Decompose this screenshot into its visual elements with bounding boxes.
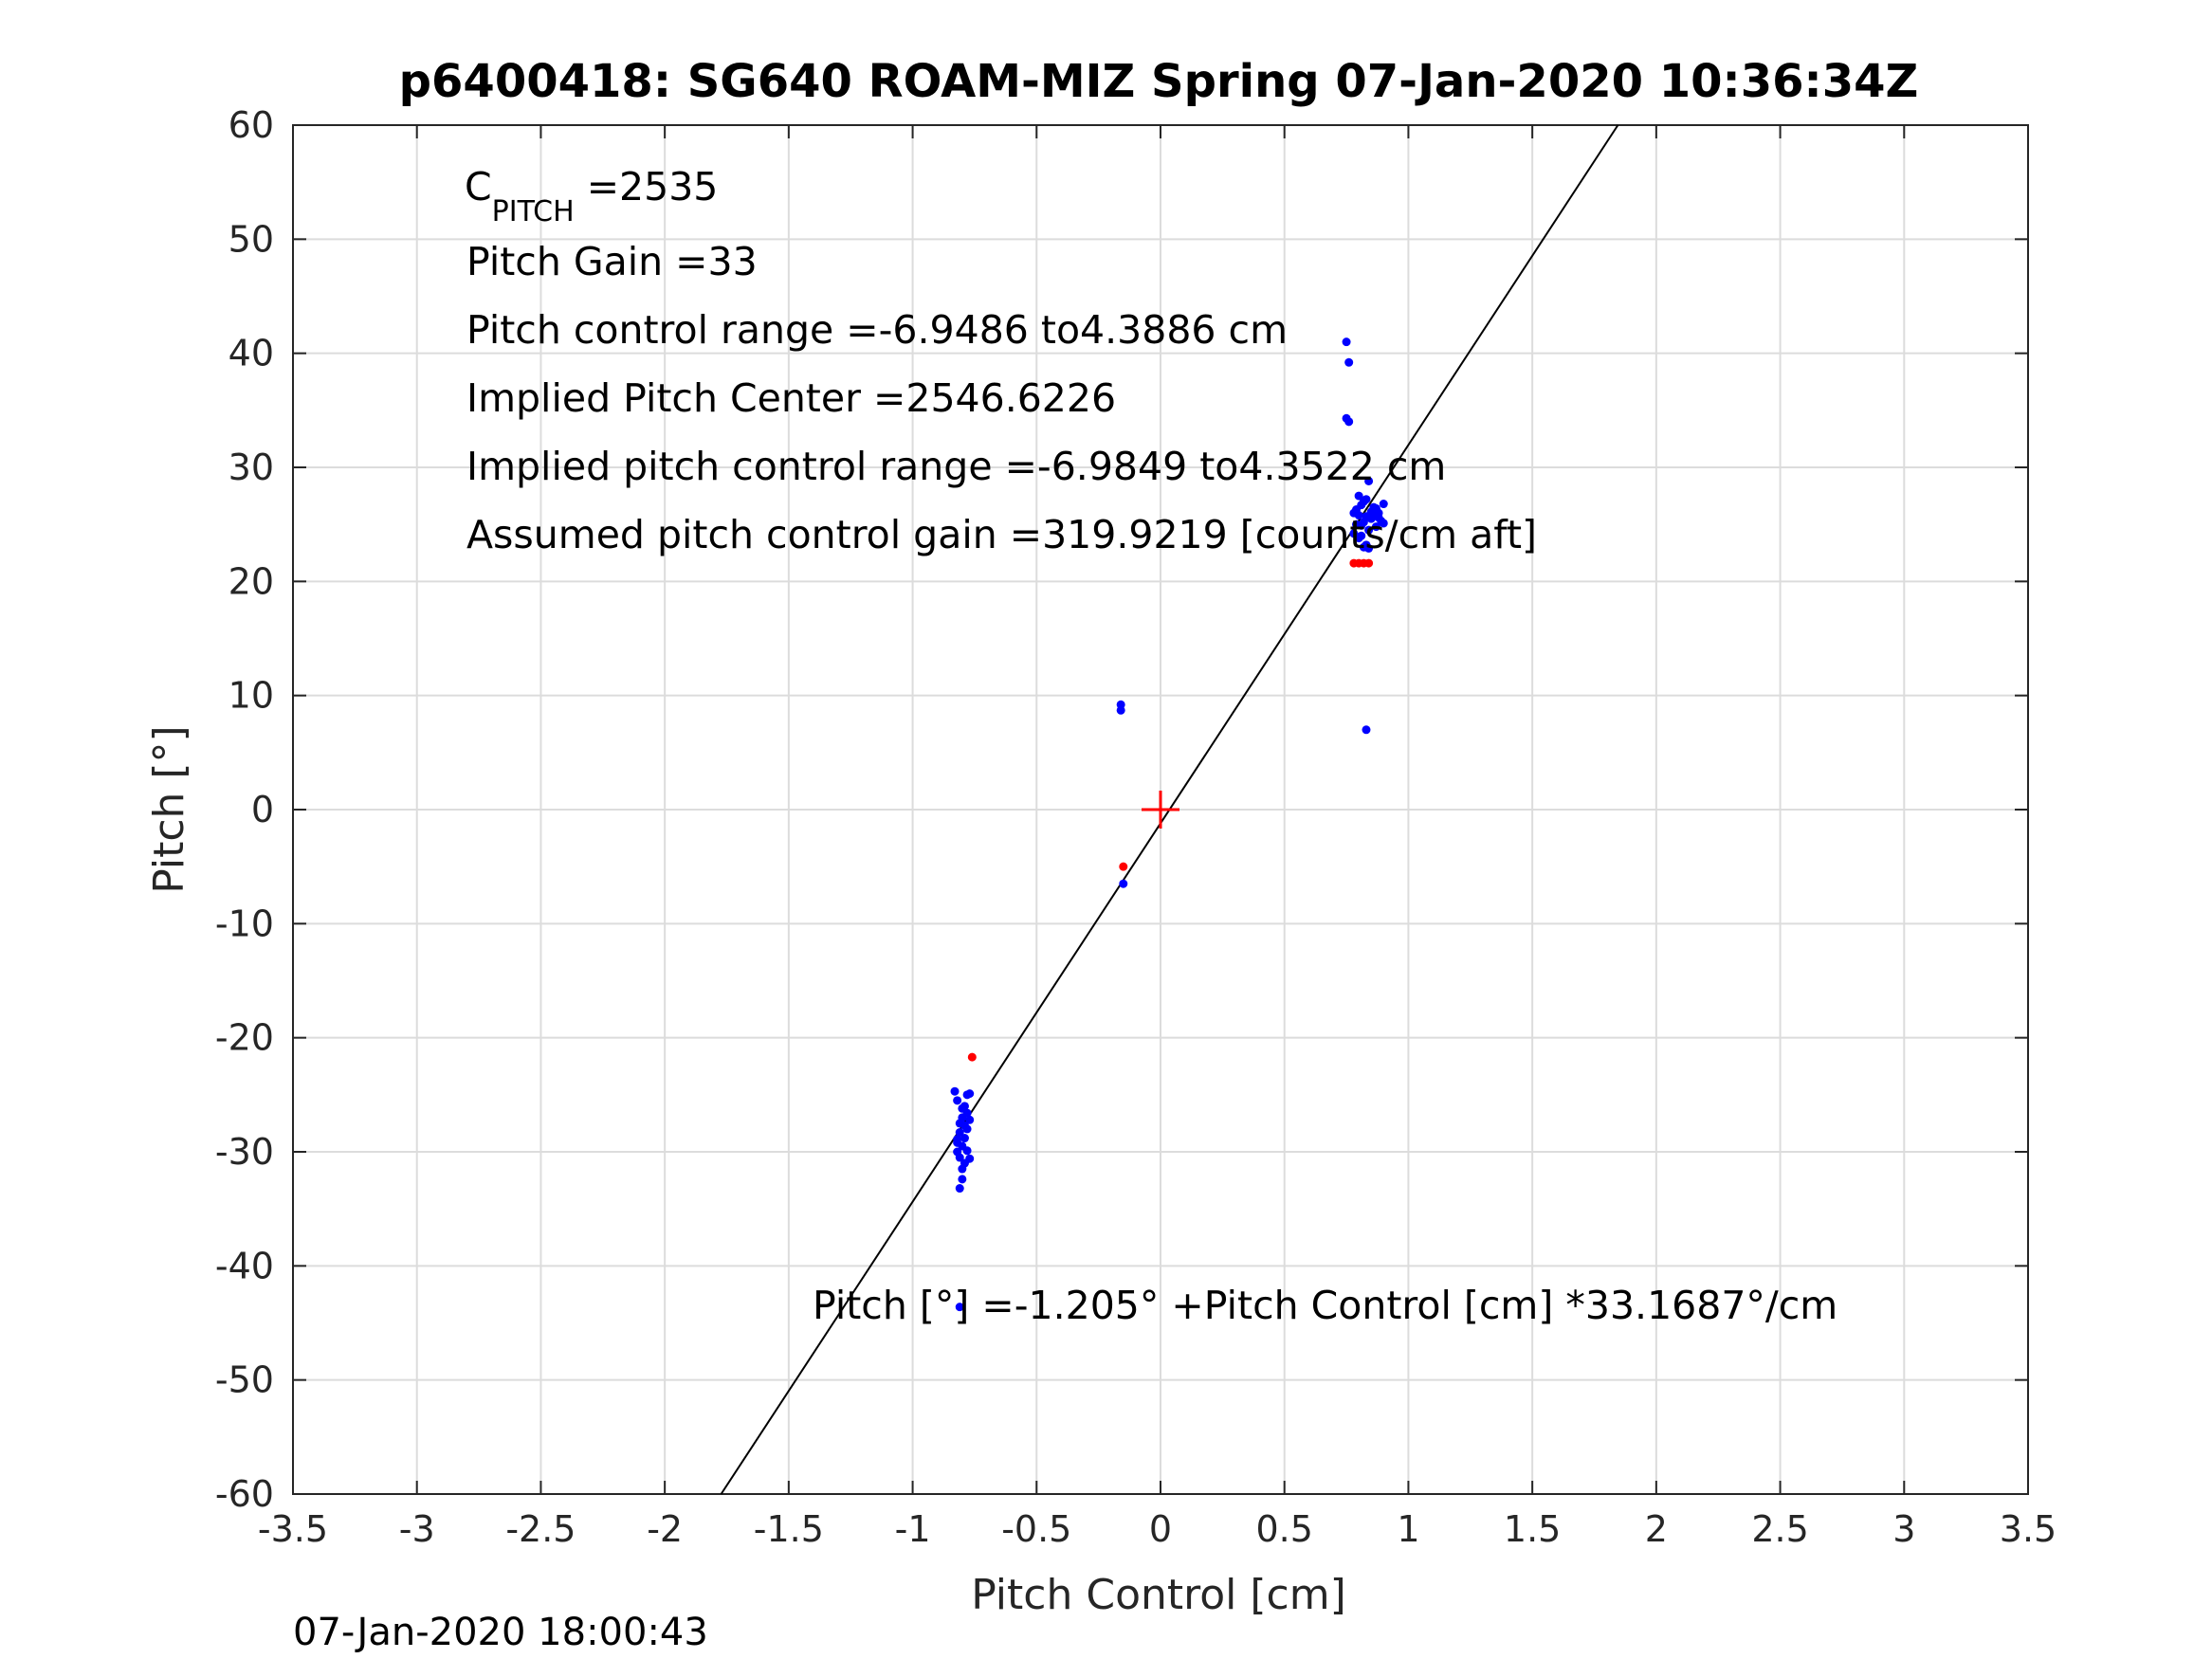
data-point — [1379, 519, 1388, 528]
y-tick-label: 20 — [229, 560, 274, 602]
x-tick-label: 0 — [1149, 1508, 1172, 1550]
data-point — [1357, 520, 1366, 530]
y-tick-label: -50 — [215, 1359, 274, 1401]
y-tick-label: 40 — [229, 333, 274, 374]
data-point — [962, 1146, 972, 1156]
data-point — [1364, 476, 1374, 485]
data-point — [958, 1164, 967, 1174]
x-tick-label: 2 — [1645, 1508, 1668, 1550]
y-tick-label: -40 — [215, 1245, 274, 1286]
data-point — [1364, 558, 1374, 568]
c-pitch-main: C — [465, 164, 492, 210]
chart-title: p6400418: SG640 ROAM-MIZ Spring 07-Jan-2… — [399, 55, 1919, 108]
data-point — [1344, 417, 1354, 427]
data-point — [1119, 862, 1128, 871]
data-point — [953, 1096, 962, 1105]
data-point — [1342, 337, 1351, 347]
calibration-annotations: CPITCH =2535 Pitch Gain =33 Pitch contro… — [465, 164, 1837, 1328]
data-point — [1379, 500, 1388, 509]
data-point — [950, 1086, 960, 1096]
x-tick-label: -3 — [399, 1508, 435, 1550]
data-point — [955, 1128, 964, 1138]
c-pitch-subscript: PITCH — [492, 195, 575, 228]
data-point — [1362, 512, 1371, 521]
pitch-gain-annotation: Pitch Gain =33 — [466, 239, 758, 284]
data-point — [1364, 543, 1374, 553]
data-point — [1362, 725, 1371, 735]
x-tick-label: 1.5 — [1504, 1508, 1561, 1550]
y-tick-label: 60 — [229, 104, 274, 146]
x-tick-labels: -3.5 -3 -2.5 -2 -1.5 -1 -0.5 0 0.5 1 1.5 2 2.5 3 3.5 — [258, 1508, 2057, 1550]
axis-ticks — [292, 124, 2029, 1495]
x-tick-label: -3.5 — [258, 1508, 328, 1550]
y-tick-label: -60 — [215, 1473, 274, 1515]
x-tick-label: 2.5 — [1751, 1508, 1808, 1550]
x-tick-label: 3 — [1892, 1508, 1915, 1550]
y-tick-label: -30 — [215, 1131, 274, 1173]
data-point — [1352, 505, 1362, 515]
pitch-control-range-annotation: Pitch control range =-6.9486 to4.3886 cm — [466, 307, 1288, 353]
data-point — [955, 1153, 964, 1162]
implied-pitch-range-annotation: Implied pitch control range =-6.9849 to4… — [466, 444, 1446, 489]
data-point — [953, 1135, 962, 1144]
data-point — [955, 1303, 964, 1312]
data-point — [962, 1108, 972, 1118]
c-pitch-annotation: CPITCH =2535 — [465, 164, 718, 228]
data-point — [965, 1089, 975, 1099]
x-tick-label: -2.5 — [505, 1508, 576, 1550]
y-tick-label: -20 — [215, 1017, 274, 1059]
x-tick-label: 0.5 — [1255, 1508, 1312, 1550]
data-point — [1371, 503, 1380, 513]
data-point — [1364, 525, 1374, 535]
y-tick-label: 10 — [229, 675, 274, 717]
x-tick-label: -2 — [647, 1508, 683, 1550]
y-tick-label: 0 — [251, 789, 274, 830]
data-point — [1354, 534, 1363, 543]
fit-equation-annotation: Pitch [°] =-1.205° +Pitch Control [cm] *… — [813, 1283, 1837, 1328]
data-point — [1374, 513, 1383, 522]
x-tick-label: -0.5 — [1001, 1508, 1071, 1550]
x-tick-label: 1 — [1397, 1508, 1419, 1550]
data-point — [1362, 495, 1371, 504]
y-tick-label: 30 — [229, 447, 274, 488]
data-point — [965, 1154, 975, 1163]
y-tick-label: -10 — [215, 902, 274, 944]
y-tick-labels: -60 -50 -40 -30 -20 -10 0 10 20 30 40 50 60 — [215, 104, 274, 1515]
data-point — [965, 1115, 975, 1124]
data-point — [1116, 705, 1125, 715]
x-axis-label: Pitch Control [cm] — [971, 1571, 1346, 1619]
data-point — [960, 1134, 969, 1143]
x-tick-label: -1 — [895, 1508, 931, 1550]
data-point — [967, 1052, 977, 1062]
data-point — [958, 1175, 967, 1184]
y-tick-label: 50 — [229, 218, 274, 260]
scatter-points — [950, 337, 1388, 1312]
data-point — [955, 1184, 964, 1194]
data-point — [1119, 879, 1128, 888]
data-point — [1354, 491, 1363, 501]
data-point — [1371, 522, 1380, 532]
generated-timestamp: 07-Jan-2020 18:00:43 — [293, 1611, 708, 1654]
implied-pitch-center-annotation: Implied Pitch Center =2546.6226 — [466, 375, 1116, 421]
y-axis-label: Pitch [°] — [145, 725, 193, 893]
center-marker — [1142, 791, 1179, 829]
data-point — [960, 1121, 969, 1130]
grid-lines — [292, 124, 2029, 1495]
x-tick-label: -1.5 — [754, 1508, 824, 1550]
c-pitch-value: =2535 — [575, 164, 719, 210]
pitch-control-gain-annotation: Assumed pitch control gain =319.9219 [co… — [466, 512, 1537, 557]
data-point — [1344, 357, 1354, 367]
x-tick-label: 3.5 — [2000, 1508, 2057, 1550]
